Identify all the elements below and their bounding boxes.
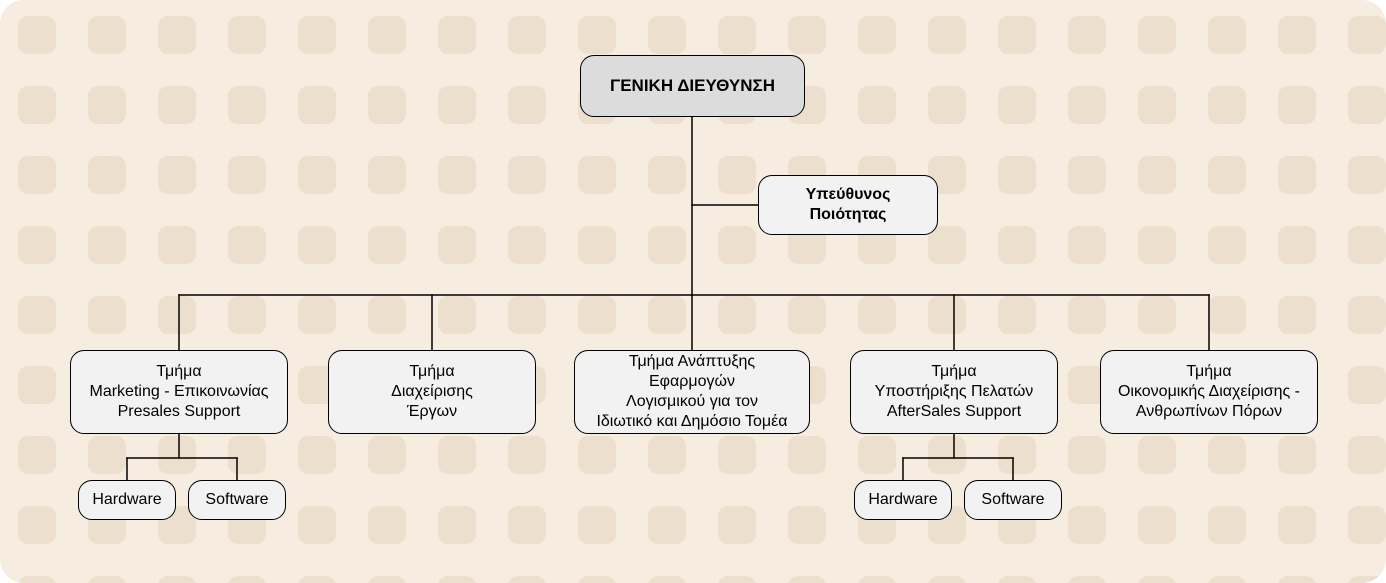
org-chart-canvas: ΓΕΝΙΚΗ ΔΙΕΥΘΥΝΣΗ Υπεύθυνος Ποιότητας Τμήμα…: [0, 0, 1386, 583]
org-node-d4hw: Hardware: [854, 480, 952, 520]
org-node-staff: Υπεύθυνος Ποιότητας: [758, 175, 938, 235]
org-node-d1sw: Software: [188, 480, 286, 520]
org-node-d4: Τμήμα Υποστήριξης Πελατών AfterSales Sup…: [850, 350, 1058, 434]
org-node-d4sw: Software: [964, 480, 1062, 520]
org-node-root: ΓΕΝΙΚΗ ΔΙΕΥΘΥΝΣΗ: [580, 55, 805, 117]
org-node-d3: Τμήμα Ανάπτυξης Εφαρμογών Λογισμικού για…: [574, 350, 810, 434]
org-node-d1hw: Hardware: [78, 480, 176, 520]
org-node-d5: Τμήμα Οικονομικής Διαχείρισης - Ανθρωπίν…: [1100, 350, 1318, 434]
org-node-d1: Τμήμα Marketing - Επικοινωνίας Presales …: [70, 350, 288, 434]
org-node-d2: Τμήμα Διαχείρισης Έργων: [328, 350, 536, 434]
